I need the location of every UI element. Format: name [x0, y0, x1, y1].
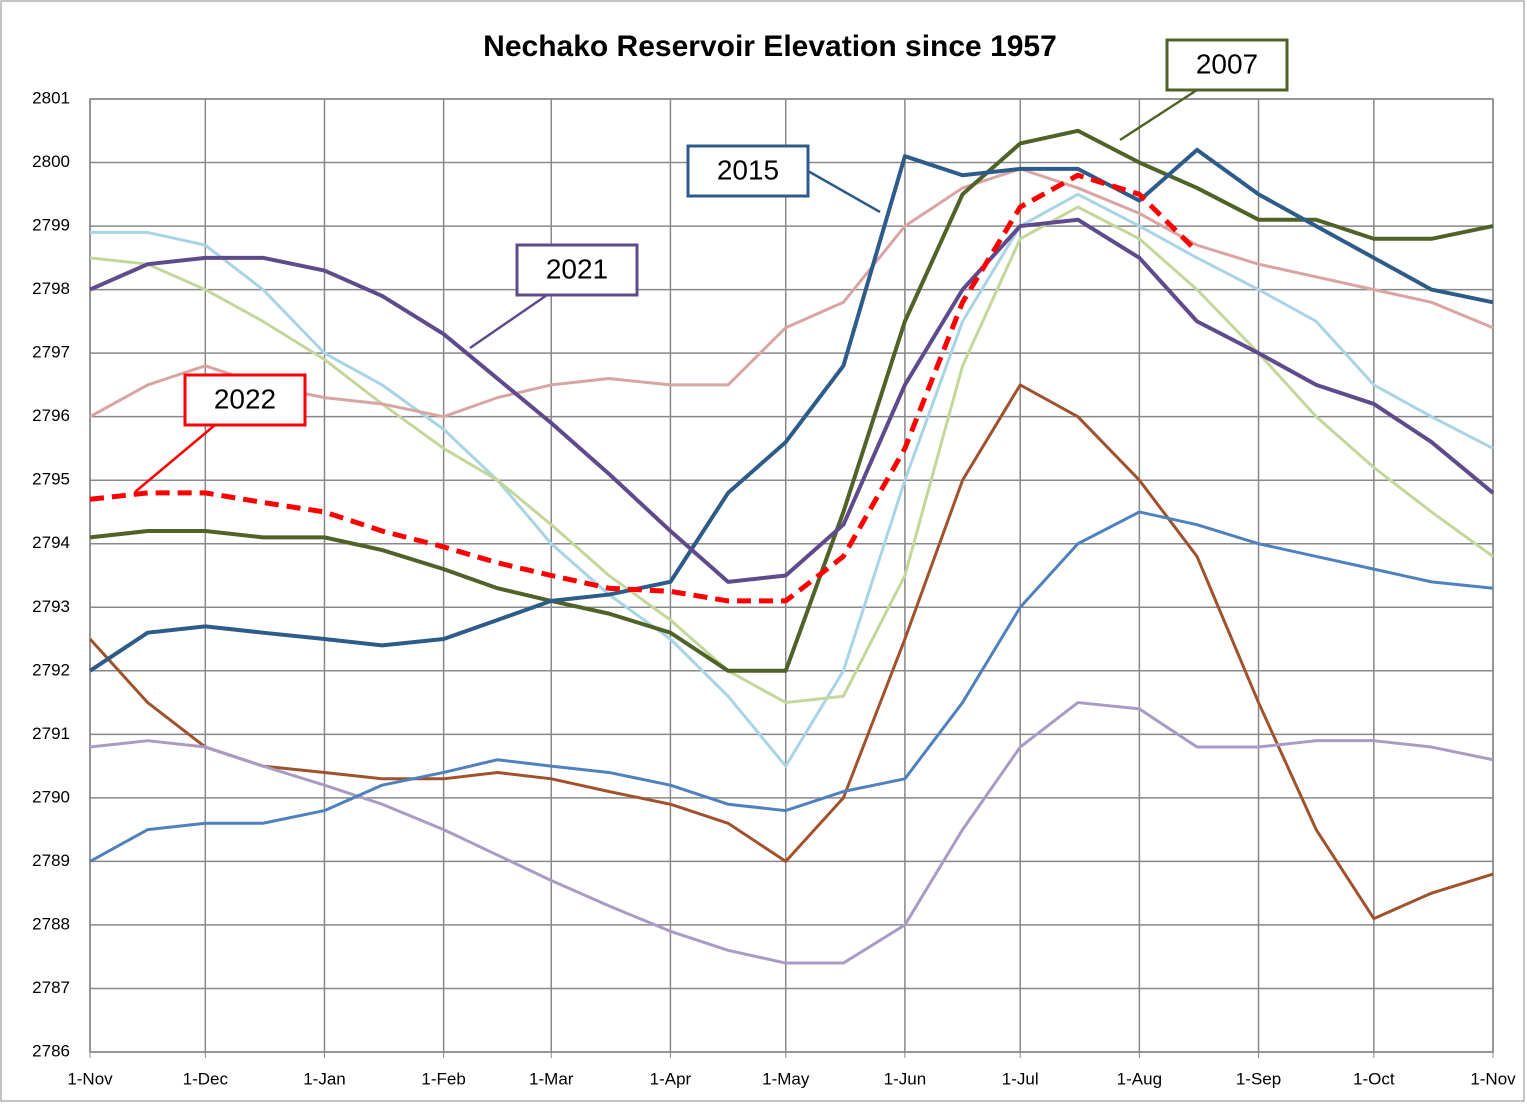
y-tick-label: 2800: [32, 152, 70, 171]
series-line: [89, 172, 1199, 604]
x-tick-label: 1-Oct: [1353, 1069, 1395, 1088]
y-tick-label: 2788: [32, 914, 70, 933]
series-line: [88, 147, 1494, 673]
callout-box: [686, 144, 810, 198]
y-tick-label: 2795: [32, 470, 70, 489]
series-line: [89, 510, 1494, 863]
y-tick-label: 2794: [32, 533, 70, 552]
x-tick-label: 1-May: [762, 1069, 810, 1088]
y-tick-label: 2798: [32, 279, 70, 298]
legend-label: 2022: [214, 383, 276, 414]
chart-title: Nechako Reservoir Elevation since 1957: [483, 30, 1057, 63]
y-tick-label: 2789: [32, 851, 70, 870]
y-tick-label: 2793: [32, 597, 70, 616]
x-tick-label: 1-Jan: [303, 1069, 346, 1088]
x-tick-label: 1-Jul: [1002, 1069, 1039, 1088]
legend-label: 2021: [546, 253, 608, 284]
y-tick-label: 2797: [32, 343, 70, 362]
x-tick-label: 1-Nov: [1470, 1069, 1516, 1088]
x-tick-label: 1-Apr: [650, 1069, 692, 1088]
y-tick-label: 2787: [32, 978, 70, 997]
callout-arrow: [134, 424, 216, 493]
y-tick-label: 2790: [32, 787, 70, 806]
callout-box: [1165, 38, 1289, 92]
series-line: [88, 383, 1494, 921]
series-line: [89, 217, 1495, 584]
x-tick-label: 1-Jun: [884, 1069, 927, 1088]
x-tick-label: 1-Sep: [1236, 1069, 1281, 1088]
callout-box: [515, 243, 639, 297]
y-tick-label: 2796: [32, 406, 70, 425]
x-tick-label: 1-Dec: [183, 1069, 229, 1088]
series-line: [89, 128, 1494, 673]
callout-arrow: [469, 293, 548, 350]
callout-arrow: [1119, 88, 1198, 142]
y-tick-label: 2799: [32, 216, 70, 235]
plot-area: [89, 98, 1494, 1053]
legend-label: 2007: [1196, 48, 1258, 79]
series-line: [89, 701, 1494, 965]
x-tick-label: 1-Nov: [67, 1069, 113, 1088]
series-line: [89, 167, 1494, 419]
y-tick-label: 2801: [32, 88, 70, 107]
legend-label: 2015: [717, 154, 779, 185]
callout-box: [183, 373, 307, 427]
y-tick-label: 2786: [32, 1041, 70, 1060]
y-tick-label: 2791: [32, 724, 70, 743]
x-tick-label: 1-Feb: [421, 1069, 465, 1088]
x-tick-label: 1-Mar: [529, 1069, 574, 1088]
x-tick-label: 1-Aug: [1117, 1069, 1162, 1088]
callout-arrow: [807, 169, 881, 214]
series-line: [90, 192, 1494, 768]
y-tick-label: 2792: [32, 660, 70, 679]
